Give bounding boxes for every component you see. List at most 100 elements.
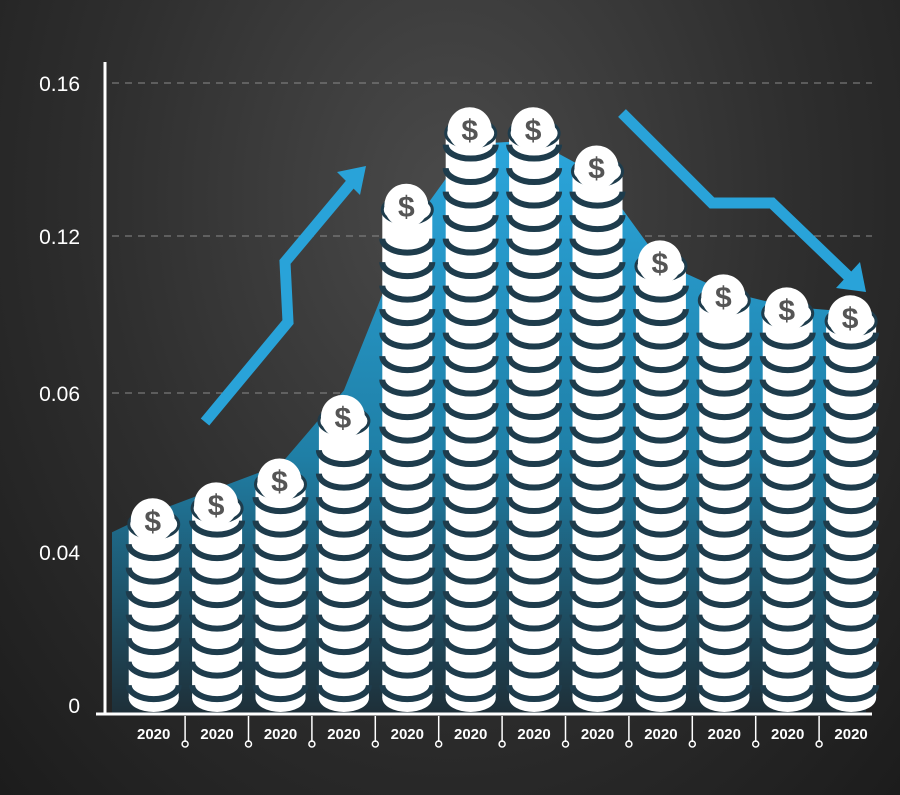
coin-edge — [379, 355, 436, 374]
coin-edge — [379, 543, 436, 562]
coin-edge — [442, 261, 499, 280]
coin-edge — [506, 261, 563, 280]
coin-edge — [696, 379, 753, 397]
coin-edge — [379, 261, 436, 280]
dollar-icon: $ — [208, 489, 225, 522]
coin-edge — [379, 308, 436, 327]
x-tick-dot — [561, 740, 570, 748]
down-trend-arrowhead — [836, 262, 866, 292]
coin-edge — [696, 426, 753, 444]
coin-edge — [506, 402, 563, 421]
dollar-icon: $ — [525, 114, 542, 147]
coin-edge — [442, 637, 499, 656]
coin-edge — [696, 473, 753, 491]
coin-edge — [506, 426, 563, 444]
coin-edge — [189, 684, 246, 703]
coin-edge — [125, 614, 182, 632]
coin-edge — [506, 214, 563, 233]
dollar-icon: $ — [461, 114, 478, 147]
trend-arrows — [200, 109, 866, 426]
x-tick-label: 2020 — [581, 726, 614, 743]
dollar-icon: $ — [715, 281, 732, 314]
coin-edge — [759, 661, 816, 679]
coin-edge — [442, 285, 499, 303]
coin-face — [828, 295, 873, 340]
coin-edge — [823, 543, 880, 562]
x-tick-dot — [371, 740, 380, 748]
x-tick-dot — [815, 740, 823, 748]
coin-face — [257, 458, 302, 503]
coin-edge — [506, 238, 563, 256]
x-tick-dot — [181, 740, 189, 748]
coin-edge — [632, 637, 689, 656]
coin-edge — [125, 684, 182, 703]
coin-edge — [823, 684, 880, 703]
coin-edge — [632, 402, 689, 421]
coin-edge — [569, 473, 626, 491]
coin-edge — [506, 355, 563, 374]
coin-edge — [569, 191, 626, 209]
coin-edge — [252, 614, 309, 632]
coin-edge — [442, 191, 499, 209]
x-tick-label: 2020 — [454, 726, 487, 743]
dollar-icon: $ — [842, 302, 859, 335]
coin-stack: $ — [759, 287, 816, 712]
coin-edge — [315, 661, 372, 679]
coin-edge — [379, 238, 436, 256]
coin-stack: $ — [696, 274, 753, 712]
coin-edge — [823, 426, 880, 444]
coin-edge — [696, 496, 753, 515]
coin-edge — [569, 426, 626, 444]
x-tick-dot — [751, 740, 760, 748]
coin-edge — [442, 496, 499, 515]
coin-edge — [442, 355, 499, 374]
coin-stack: $ — [379, 183, 436, 712]
x-tick-label: 2020 — [200, 726, 233, 743]
coin-edge — [569, 402, 626, 421]
coin-edge — [506, 637, 563, 656]
down-trend-arrow — [618, 109, 852, 280]
x-tick-label: 2020 — [708, 726, 741, 743]
coin-stack: $ — [315, 394, 372, 712]
coin-stack: $ — [823, 295, 880, 712]
coin-edge — [632, 473, 689, 491]
coin-edge — [506, 144, 563, 162]
dollar-icon: $ — [652, 247, 669, 280]
coin-edge — [823, 332, 880, 350]
coin-stack: $ — [442, 107, 499, 712]
coin-edge — [189, 614, 246, 632]
x-tick-label: 2020 — [264, 726, 297, 743]
coin-edge — [759, 449, 816, 468]
coin-edge — [569, 661, 626, 679]
coin-edge — [632, 355, 689, 374]
coin-edge — [442, 661, 499, 679]
x-tick-dot — [434, 740, 443, 748]
up-trend-arrow — [200, 178, 357, 426]
coin-edge — [696, 520, 753, 538]
coin-face — [637, 240, 682, 285]
y-axis-labels: 0 0.04 0.06 0.12 0.16 — [39, 73, 80, 718]
x-axis-labels: 2020 2020 2020 2020 2020 2020 2020 2020 2020 2020… — [137, 716, 868, 748]
coin-face — [701, 274, 746, 319]
coin-edge — [569, 332, 626, 350]
coin-edge — [759, 426, 816, 444]
dollar-icon: $ — [398, 191, 415, 224]
coin-edge — [125, 661, 182, 679]
coin-edge — [696, 543, 753, 562]
coin-edge — [315, 637, 372, 656]
x-tick-dot — [244, 740, 253, 748]
coin-edge — [823, 520, 880, 538]
coin-edge — [315, 496, 372, 515]
stack-body — [699, 300, 750, 698]
coin-edge — [506, 379, 563, 397]
coin-edge — [506, 661, 563, 679]
coin-edge — [696, 614, 753, 632]
coin-edge — [759, 473, 816, 491]
coin-edge — [189, 661, 246, 679]
coin-edge — [379, 426, 436, 444]
coin-edge — [442, 520, 499, 538]
coin-stack: $ — [189, 482, 246, 712]
coin-edge — [632, 520, 689, 538]
coin-edge — [125, 567, 182, 585]
